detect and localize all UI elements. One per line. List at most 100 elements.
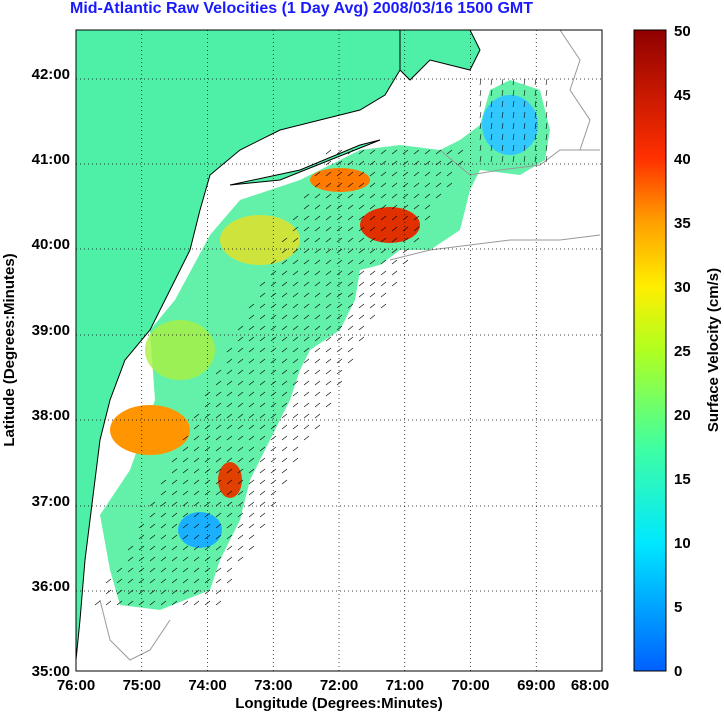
- velocity-arrow: [303, 259, 310, 265]
- long-island: [229, 139, 381, 186]
- velocity-arrow: [237, 358, 244, 364]
- velocity-arrow: [336, 237, 343, 243]
- velocity-arrow: [336, 303, 343, 309]
- velocity-arrow: [259, 347, 266, 353]
- velocity-arrow: [336, 259, 343, 265]
- velocity-arrow: [523, 144, 526, 152]
- velocity-arrow: [259, 435, 266, 441]
- velocity-arrow: [292, 347, 299, 353]
- colorbar-tick: 20: [674, 407, 691, 424]
- x-tick-label: 69:00: [517, 677, 555, 694]
- velocity-arrow: [347, 292, 354, 298]
- velocity-arrow: [325, 325, 332, 331]
- velocity-arrow: [281, 281, 288, 287]
- velocity-arrow: [347, 226, 354, 232]
- velocity-arrow: [171, 567, 178, 573]
- velocity-arrow: [226, 347, 233, 353]
- velocity-arrow: [380, 204, 387, 210]
- velocity-hotspot: [360, 207, 420, 243]
- colorbar-tick: 10: [674, 535, 691, 552]
- velocity-arrow: [325, 237, 332, 243]
- velocity-arrow: [248, 534, 255, 540]
- velocity-arrow: [314, 369, 321, 375]
- velocity-arrow: [501, 122, 504, 130]
- velocity-arrow: [182, 490, 189, 496]
- velocity-arrow: [171, 534, 178, 540]
- velocity-arrow: [193, 490, 200, 496]
- velocity-arrow: [369, 171, 376, 177]
- velocity-arrow: [325, 259, 332, 265]
- velocity-arrow: [391, 226, 398, 232]
- velocity-arrow: [226, 501, 233, 507]
- velocity-arrow: [127, 600, 134, 606]
- velocity-arrow: [171, 468, 178, 474]
- velocity-arrow: [237, 369, 244, 375]
- velocity-arrow: [248, 325, 255, 331]
- velocity-arrow: [138, 534, 145, 540]
- velocity-arrow: [204, 501, 211, 507]
- velocity-arrow: [248, 424, 255, 430]
- velocity-arrow: [270, 501, 277, 507]
- velocity-arrow: [237, 336, 244, 342]
- velocity-arrow: [358, 270, 365, 276]
- velocity-arrow: [237, 512, 244, 518]
- velocity-arrow: [215, 523, 222, 529]
- velocity-arrow: [182, 578, 189, 584]
- colorbar-tick: 5: [674, 599, 682, 616]
- velocity-arrow: [303, 424, 310, 430]
- velocity-arrow: [215, 501, 222, 507]
- velocity-arrow: [391, 193, 398, 199]
- velocity-arrow: [127, 567, 134, 573]
- velocity-arrow: [292, 292, 299, 298]
- colorbar-tick: 40: [674, 151, 691, 168]
- velocity-arrow: [512, 100, 515, 108]
- velocity-arrow: [512, 144, 515, 152]
- velocity-arrow: [314, 215, 321, 221]
- velocity-arrow: [545, 144, 548, 152]
- velocity-arrow: [380, 160, 387, 166]
- velocity-arrow: [303, 270, 310, 276]
- velocity-arrow: [336, 248, 343, 254]
- velocity-hotspot: [310, 168, 370, 192]
- velocity-arrow: [248, 435, 255, 441]
- velocity-arrow: [105, 600, 112, 606]
- velocity-arrow: [204, 413, 211, 419]
- velocity-arrow: [369, 292, 376, 298]
- velocity-arrow: [512, 89, 515, 97]
- colorbar-tick: 50: [674, 23, 691, 40]
- velocity-arrow: [292, 226, 299, 232]
- velocity-arrow: [281, 314, 288, 320]
- velocity-arrow: [325, 358, 332, 364]
- x-tick-label: 71:00: [386, 677, 424, 694]
- map-title: Mid-Atlantic Raw Velocities (1 Day Avg) …: [70, 0, 533, 17]
- x-tick-label: 75:00: [123, 677, 161, 694]
- velocity-arrow: [226, 479, 233, 485]
- velocity-arrow: [182, 468, 189, 474]
- velocity-arrow: [424, 149, 431, 155]
- velocity-arrow: [215, 556, 222, 562]
- velocity-arrow: [215, 424, 222, 430]
- velocity-arrow: [314, 358, 321, 364]
- velocity-arrow: [490, 100, 493, 108]
- velocity-arrow: [336, 160, 343, 166]
- velocity-arrow: [149, 567, 156, 573]
- velocity-arrow: [545, 122, 548, 130]
- velocity-arrow: [270, 457, 277, 463]
- velocity-arrow: [281, 369, 288, 375]
- velocity-arrow: [490, 89, 493, 97]
- velocity-arrow: [215, 468, 222, 474]
- velocity-arrow: [204, 534, 211, 540]
- velocity-arrow: [226, 523, 233, 529]
- velocity-arrow: [413, 193, 420, 199]
- velocity-arrow: [369, 281, 376, 287]
- velocity-arrow: [358, 215, 365, 221]
- velocity-patch: [145, 320, 215, 380]
- colorbar-tick: 25: [674, 343, 691, 360]
- velocity-arrow: [325, 149, 332, 155]
- velocity-arrow: [512, 78, 515, 86]
- velocity-arrow: [127, 578, 134, 584]
- velocity-arrow: [248, 413, 255, 419]
- velocity-arrow: [325, 292, 332, 298]
- velocity-arrow: [127, 556, 134, 562]
- velocity-arrow: [215, 380, 222, 386]
